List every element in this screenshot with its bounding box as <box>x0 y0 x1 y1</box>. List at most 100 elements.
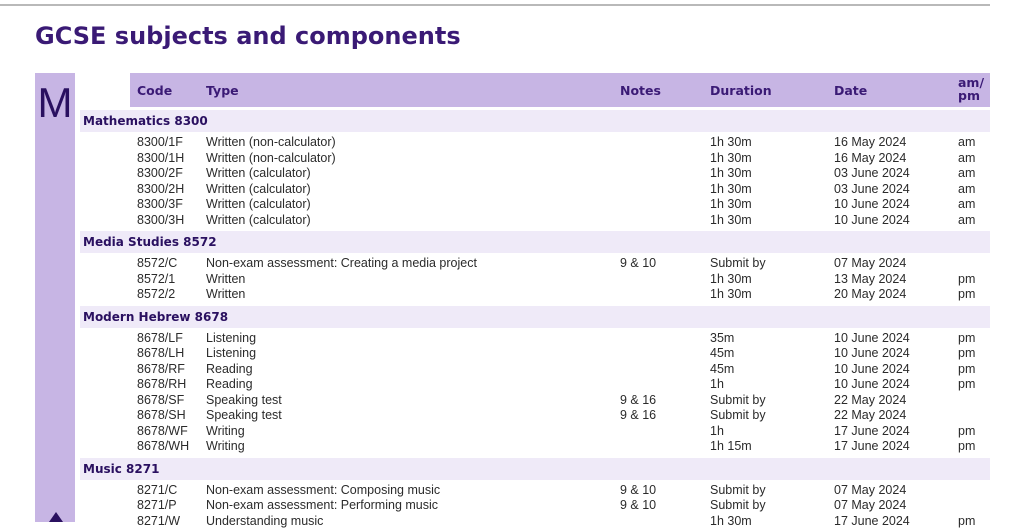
cell-duration: 45m <box>710 346 734 361</box>
cell-code: 8300/1H <box>137 151 184 166</box>
cell-duration: 1h 30m <box>710 272 752 287</box>
cell-type: Written (calculator) <box>206 197 311 212</box>
cell-ampm: am <box>958 135 975 150</box>
cell-ampm: am <box>958 166 975 181</box>
column-header-ampm: am/pm <box>958 76 984 102</box>
up-arrow-icon[interactable] <box>49 512 63 522</box>
cell-code: 8271/P <box>137 498 177 513</box>
cell-code: 8572/2 <box>137 287 175 302</box>
cell-code: 8300/3H <box>137 213 184 228</box>
cell-type: Written (calculator) <box>206 166 311 181</box>
cell-type: Written (non-calculator) <box>206 151 336 166</box>
cell-date: 07 May 2024 <box>834 256 906 271</box>
table-header: Code Type Notes Duration Date am/pm <box>130 73 990 107</box>
cell-duration: 1h 30m <box>710 182 752 197</box>
cell-date: 16 May 2024 <box>834 135 906 150</box>
section-heading: Music 8271 <box>80 458 990 480</box>
cell-code: 8678/RH <box>137 377 186 392</box>
cell-duration: 1h 30m <box>710 135 752 150</box>
cell-code: 8678/SH <box>137 408 186 423</box>
alphabet-tab-letter: M <box>35 77 75 129</box>
cell-code: 8678/LH <box>137 346 184 361</box>
column-header-date: Date <box>834 83 867 98</box>
cell-date: 17 June 2024 <box>834 514 910 529</box>
section-rows: 8300/1F Written (non-calculator) 1h 30m 16 … <box>80 132 990 228</box>
table-row: 8678/WH Writing 1h 15m 17 June 2024 pm <box>80 439 990 455</box>
cell-code: 8678/SF <box>137 393 184 408</box>
cell-duration: 1h 30m <box>710 213 752 228</box>
cell-date: 16 May 2024 <box>834 151 906 166</box>
table-row: 8300/1F Written (non-calculator) 1h 30m 16 … <box>80 135 990 151</box>
cell-type: Speaking test <box>206 408 282 423</box>
table-row: 8271/C Non-exam assessment: Composing mus… <box>80 483 990 499</box>
cell-type: Writing <box>206 439 245 454</box>
cell-duration: Submit by <box>710 393 766 408</box>
cell-type: Reading <box>206 362 253 377</box>
cell-code: 8271/W <box>137 514 180 529</box>
cell-notes: 9 & 10 <box>620 498 656 513</box>
section-heading: Mathematics 8300 <box>80 110 990 132</box>
cell-code: 8678/LF <box>137 331 183 346</box>
column-header-code: Code <box>137 83 172 98</box>
cell-type: Listening <box>206 331 256 346</box>
cell-ampm: pm <box>958 362 975 377</box>
cell-code: 8271/C <box>137 483 177 498</box>
cell-ampm: pm <box>958 346 975 361</box>
cell-date: 13 May 2024 <box>834 272 906 287</box>
cell-ampm: pm <box>958 377 975 392</box>
cell-duration: 35m <box>710 331 734 346</box>
cell-type: Non-exam assessment: Creating a media pr… <box>206 256 477 271</box>
cell-date: 10 June 2024 <box>834 362 910 377</box>
cell-date: 10 June 2024 <box>834 331 910 346</box>
cell-ampm: am <box>958 213 975 228</box>
cell-duration: 1h 30m <box>710 151 752 166</box>
cell-code: 8300/2H <box>137 182 184 197</box>
section-rows: 8678/LF Listening 35m 10 June 2024 pm 8678/LH… <box>80 328 990 455</box>
cell-code: 8678/WF <box>137 424 188 439</box>
cell-ampm: pm <box>958 439 975 454</box>
cell-code: 8678/WH <box>137 439 189 454</box>
cell-date: 22 May 2024 <box>834 408 906 423</box>
cell-type: Reading <box>206 377 253 392</box>
cell-notes: 9 & 10 <box>620 256 656 271</box>
cell-code: 8300/3F <box>137 197 183 212</box>
cell-code: 8572/1 <box>137 272 175 287</box>
cell-date: 20 May 2024 <box>834 287 906 302</box>
cell-duration: 1h 30m <box>710 166 752 181</box>
cell-ampm: am <box>958 197 975 212</box>
cell-duration: Submit by <box>710 498 766 513</box>
cell-type: Writing <box>206 424 245 439</box>
cell-type: Listening <box>206 346 256 361</box>
cell-type: Written (calculator) <box>206 213 311 228</box>
cell-date: 22 May 2024 <box>834 393 906 408</box>
cell-code: 8678/RF <box>137 362 185 377</box>
cell-duration: 1h 30m <box>710 197 752 212</box>
cell-type: Written (calculator) <box>206 182 311 197</box>
alphabet-tab: M <box>35 73 75 522</box>
cell-date: 17 June 2024 <box>834 439 910 454</box>
cell-duration: Submit by <box>710 256 766 271</box>
column-header-notes: Notes <box>620 83 661 98</box>
cell-type: Written (non-calculator) <box>206 135 336 150</box>
cell-duration: Submit by <box>710 483 766 498</box>
cell-duration: 1h 30m <box>710 287 752 302</box>
cell-type: Non-exam assessment: Composing music <box>206 483 440 498</box>
subjects-table: Code Type Notes Duration Date am/pm Math… <box>80 73 990 529</box>
cell-type: Speaking test <box>206 393 282 408</box>
cell-date: 17 June 2024 <box>834 424 910 439</box>
cell-type: Written <box>206 287 245 302</box>
cell-duration: 1h <box>710 377 724 392</box>
cell-ampm: am <box>958 151 975 166</box>
cell-code: 8300/2F <box>137 166 183 181</box>
cell-code: 8300/1F <box>137 135 183 150</box>
cell-duration: 1h 15m <box>710 439 752 454</box>
